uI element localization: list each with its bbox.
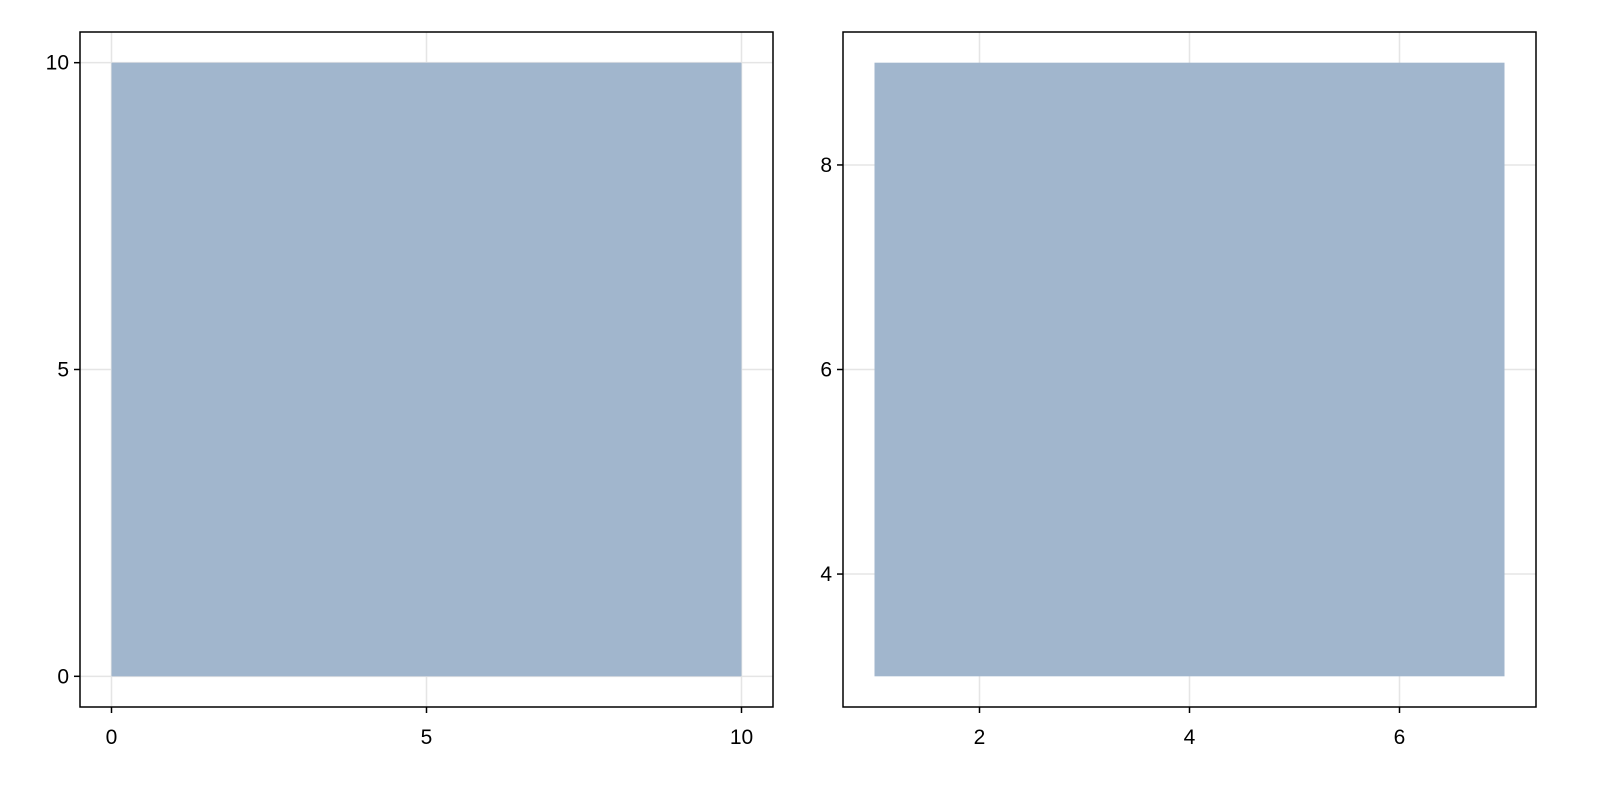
y-tick-label: 5 <box>57 359 69 382</box>
x-tick-label: 4 <box>1184 726 1196 749</box>
filled-rectangle <box>874 62 1505 677</box>
x-tick-label: 10 <box>730 726 753 749</box>
y-tick-label: 8 <box>820 154 832 177</box>
y-tick-label: 6 <box>820 359 832 382</box>
x-tick-label: 2 <box>974 726 986 749</box>
x-tick-label: 6 <box>1394 726 1406 749</box>
axis-panel-1: 0 5 10 0 5 10 <box>46 31 774 749</box>
y-tick-label: 10 <box>46 52 69 75</box>
y-tick-label: 4 <box>820 563 832 586</box>
x-tick-label: 0 <box>106 726 118 749</box>
x-tick-label: 5 <box>421 726 433 749</box>
filled-rectangle <box>111 62 742 677</box>
axis-panel-2: 2 4 6 4 6 8 <box>820 31 1537 749</box>
y-tick-label: 0 <box>57 665 69 688</box>
